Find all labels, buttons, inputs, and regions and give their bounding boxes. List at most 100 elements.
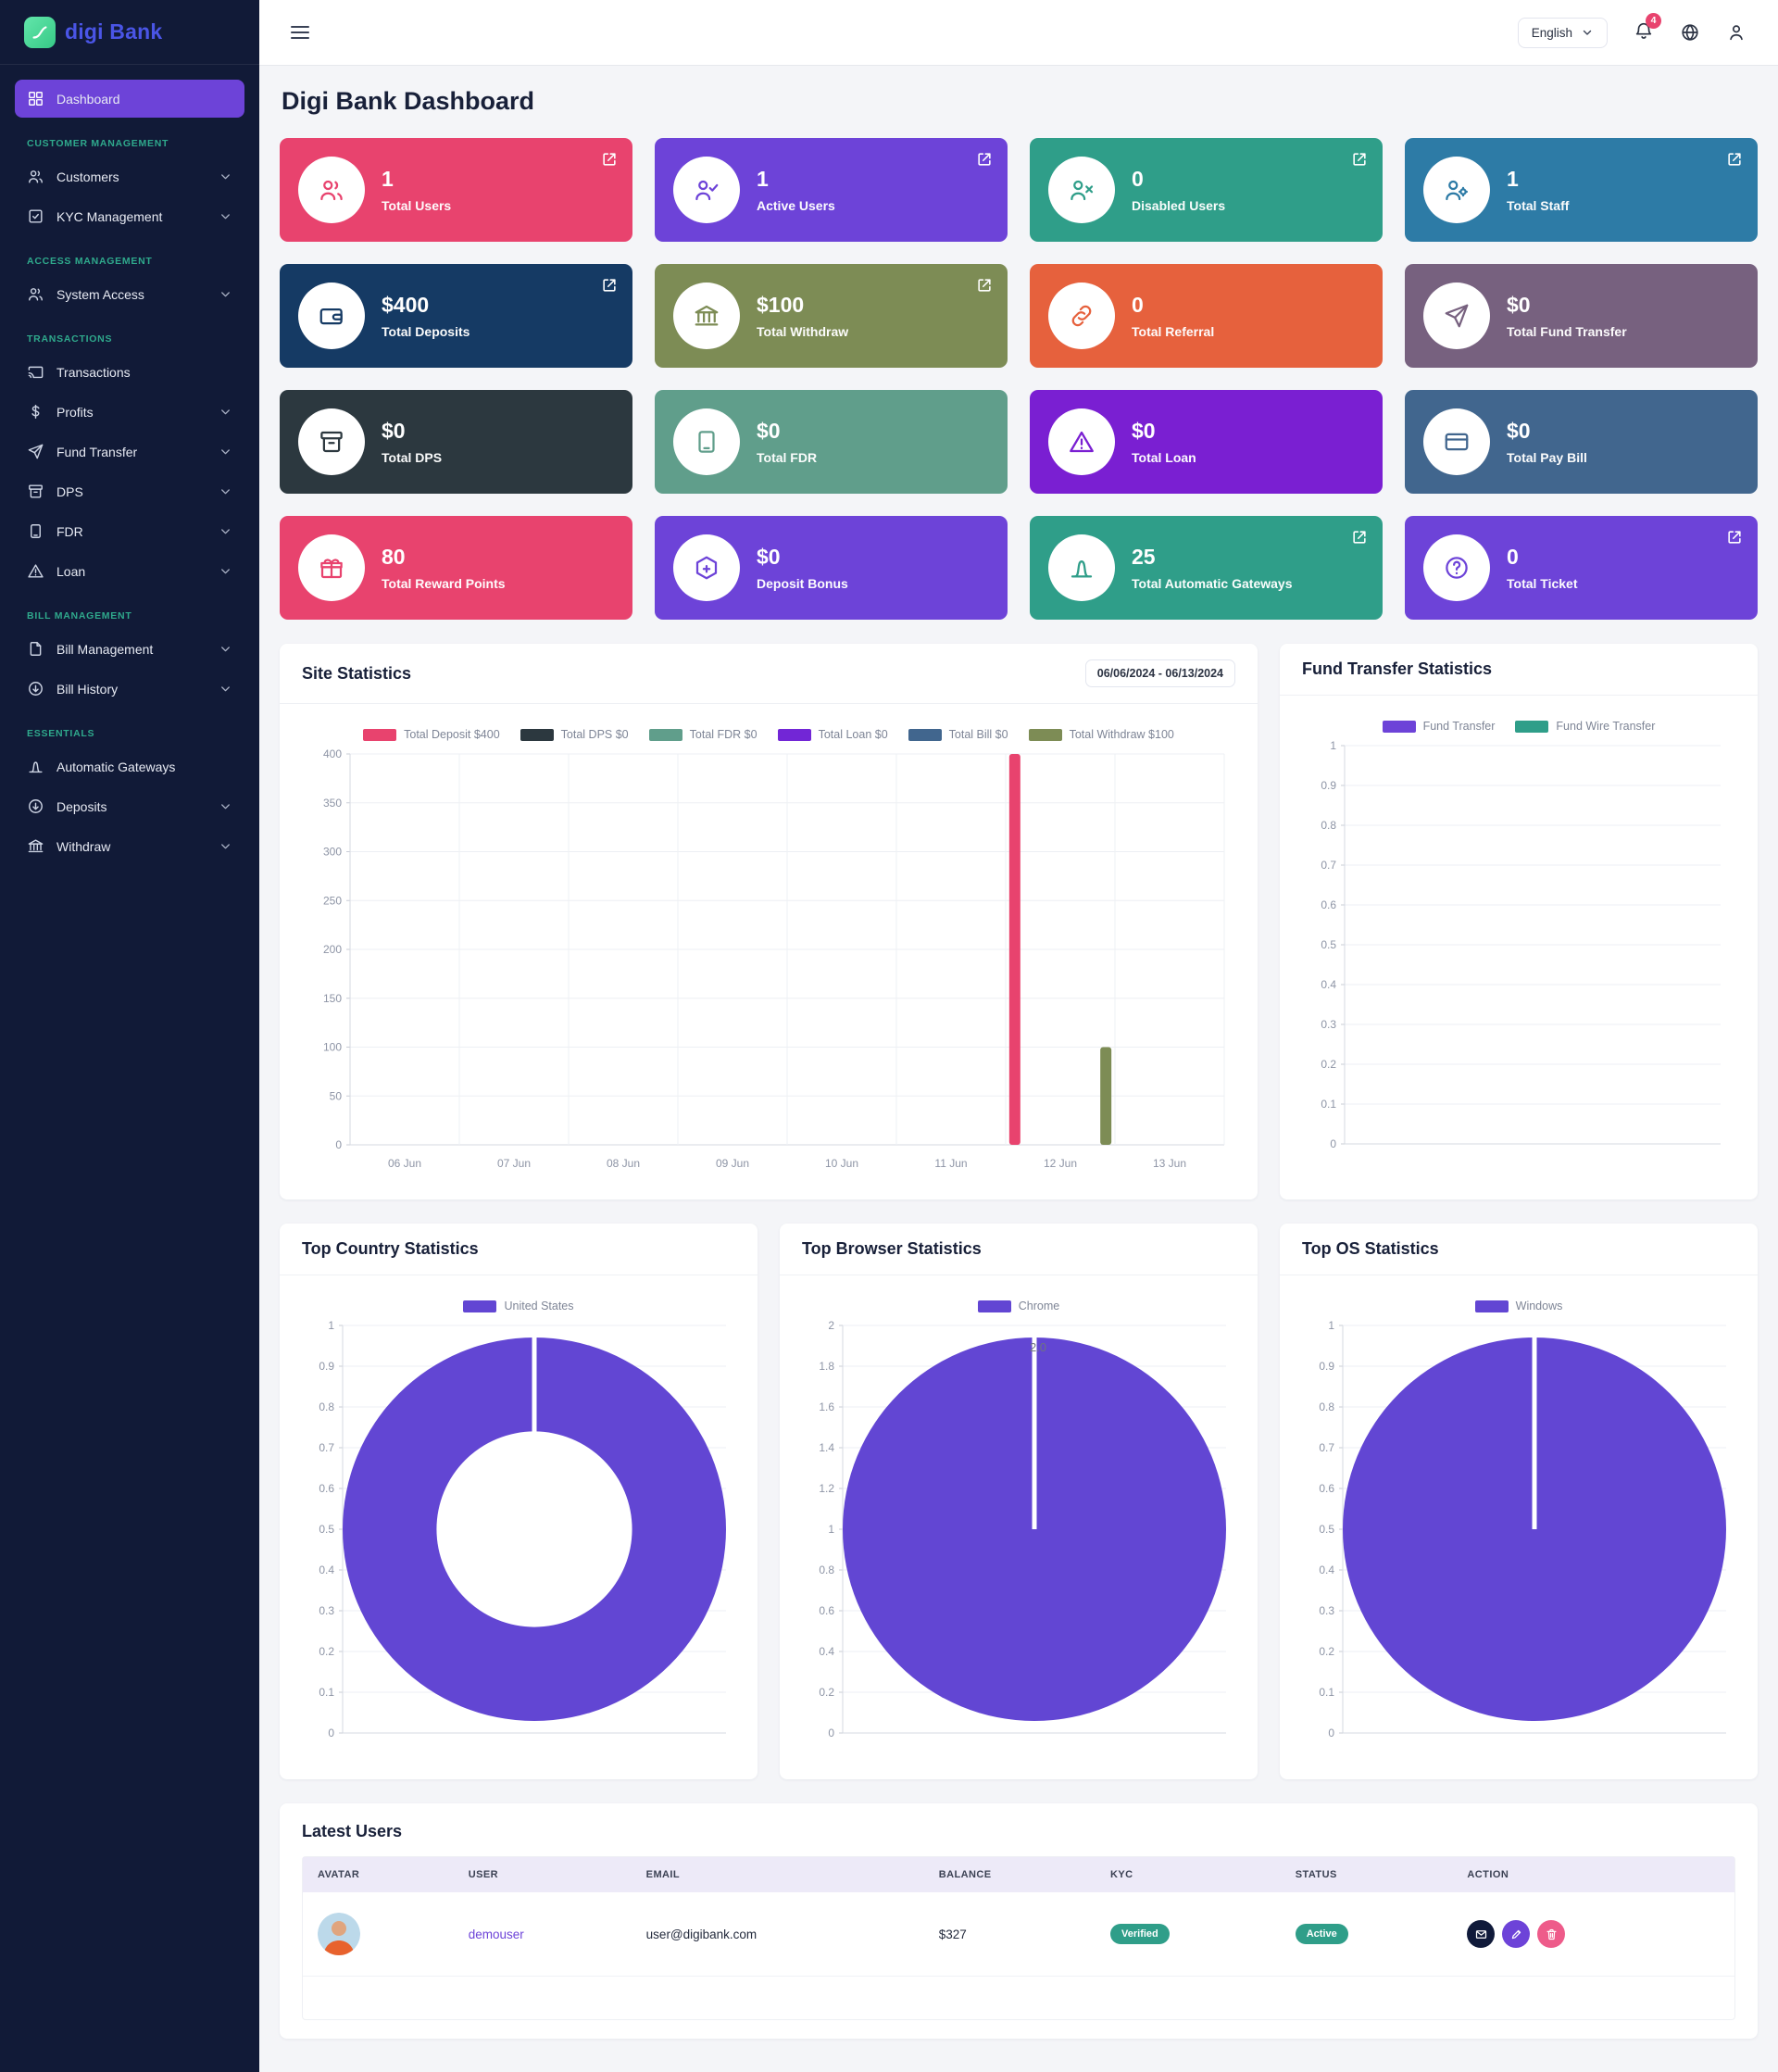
svg-text:400: 400 <box>323 747 342 760</box>
stat-card-total-fund-transfer: $0 Total Fund Transfer <box>1405 264 1758 368</box>
user-link[interactable]: demouser <box>468 1927 524 1941</box>
bank-logo-icon <box>24 16 56 48</box>
site-statistics-panel: Site Statistics 06/06/2024 - 06/13/2024 … <box>280 644 1258 1199</box>
svg-text:0.7: 0.7 <box>319 1441 334 1454</box>
sidebar-item-dashboard[interactable]: Dashboard <box>15 80 244 118</box>
sidebar-item-withdraw[interactable]: Withdraw <box>15 827 244 865</box>
stat-card-total-withdraw: $100 Total Withdraw <box>655 264 1008 368</box>
stat-card-total-loan: $0 Total Loan <box>1030 390 1383 494</box>
legend-item-fund-wire-transfer[interactable]: Fund Wire Transfer <box>1515 720 1655 733</box>
legend-item-total-loan-0[interactable]: Total Loan $0 <box>777 728 888 741</box>
sidebar-item-fund-transfer[interactable]: Fund Transfer <box>15 433 244 471</box>
legend-item-total-fdr-0[interactable]: Total FDR $0 <box>648 728 758 741</box>
pencil-action-button[interactable] <box>1502 1920 1531 1948</box>
svg-text:1: 1 <box>1328 1319 1334 1332</box>
trash-action-button[interactable] <box>1537 1920 1566 1948</box>
gateway-icon <box>1071 560 1093 578</box>
svg-text:0.9: 0.9 <box>319 1360 334 1373</box>
fund-transfer-chart: 0 0.1 0.2 0.3 0.4 0.5 0.6 0.7 0.8 0.9 1 <box>1321 739 1721 1150</box>
external-link-button[interactable] <box>1725 150 1744 169</box>
sidebar-item-profits[interactable]: Profits <box>15 393 244 431</box>
svg-text:0.2: 0.2 <box>1319 1645 1334 1658</box>
user-balance: $327 <box>923 1892 1096 1977</box>
sidebar-item-customers[interactable]: Customers <box>15 157 244 195</box>
arrow-down-circle-icon <box>29 799 43 813</box>
user-icon[interactable] <box>1726 22 1747 43</box>
stat-card-label: Total Automatic Gateways <box>1132 576 1293 591</box>
stat-card-active-users: 1 Active Users <box>655 138 1008 242</box>
stat-card-total-reward-points: 80 Total Reward Points <box>280 516 632 620</box>
svg-text:0.5: 0.5 <box>319 1523 334 1536</box>
top-country-statistics-title: Top Country Statistics <box>302 1239 479 1258</box>
stat-card-icon-circle <box>1048 157 1115 223</box>
column-header-kyc: KYC <box>1096 1857 1281 1892</box>
external-link-button[interactable] <box>975 150 994 169</box>
legend-item-chrome[interactable]: Chrome <box>977 1300 1059 1312</box>
external-link-button[interactable] <box>1350 528 1369 546</box>
bar-total-deposit-400[interactable] <box>1008 754 1020 1145</box>
stat-card-label: Total Pay Bill <box>1507 450 1587 465</box>
svg-text:0: 0 <box>828 1727 834 1739</box>
top-browser-chart: 0 0.2 0.4 0.6 0.8 1 1.2 1.4 1.6 1.8 2 2.0 <box>819 1319 1226 1739</box>
stat-card-total-pay-bill: $0 Total Pay Bill <box>1405 390 1758 494</box>
legend-item-total-deposit-400[interactable]: Total Deposit $400 <box>363 728 500 741</box>
language-selector[interactable]: English <box>1517 17 1608 48</box>
legend-item-total-dps-0[interactable]: Total DPS $0 <box>520 728 629 741</box>
date-range-picker[interactable]: 06/06/2024 - 06/13/2024 <box>1084 659 1235 687</box>
stat-card-total-automatic-gateways: 25 Total Automatic Gateways <box>1030 516 1383 620</box>
legend-item-united-states[interactable]: United States <box>463 1300 574 1312</box>
notifications-button[interactable]: 4 <box>1634 12 1661 45</box>
stat-card-total-fdr: $0 Total FDR <box>655 390 1008 494</box>
dollar-icon <box>31 405 40 419</box>
legend-item-windows[interactable]: Windows <box>1474 1300 1562 1312</box>
mail-action-button[interactable] <box>1467 1920 1496 1948</box>
sidebar-item-kyc-management[interactable]: KYC Management <box>15 197 244 235</box>
external-link-button[interactable] <box>1350 150 1369 169</box>
sidebar-item-label: Profits <box>56 404 94 420</box>
external-link-button[interactable] <box>600 276 619 295</box>
stat-card-icon-circle <box>1423 157 1490 223</box>
external-link-icon <box>1353 153 1366 166</box>
legend-label: Total FDR $0 <box>689 728 758 741</box>
external-link-button[interactable] <box>600 150 619 169</box>
stat-card-label: Total Loan <box>1132 450 1196 465</box>
stat-card-icon-circle <box>673 283 740 349</box>
bar-total-withdraw-100[interactable] <box>1100 1047 1112 1146</box>
external-link-button[interactable] <box>975 276 994 295</box>
latest-users-panel: Latest Users AVATAR USER EMAIL BALANCE KYC ST… <box>280 1803 1758 2039</box>
legend-label: United States <box>504 1300 574 1312</box>
sidebar-item-dps[interactable]: DPS <box>15 472 244 510</box>
brand-logo[interactable]: digi Bank <box>0 0 259 65</box>
legend-item-total-bill-0[interactable]: Total Bill $0 <box>908 728 1008 741</box>
column-header-status: STATUS <box>1280 1857 1453 1892</box>
svg-text:0.4: 0.4 <box>1321 978 1336 991</box>
hamburger-icon[interactable] <box>291 22 309 43</box>
svg-text:50: 50 <box>330 1089 343 1102</box>
chevron-down-icon <box>221 569 230 574</box>
stat-card-total-dps: $0 Total DPS <box>280 390 632 494</box>
avatar[interactable] <box>318 1913 360 1955</box>
stat-card-total-users: 1 Total Users <box>280 138 632 242</box>
sidebar-item-fdr[interactable]: FDR <box>15 512 244 550</box>
legend-item-total-withdraw-100[interactable]: Total Withdraw $100 <box>1028 728 1174 741</box>
globe-icon[interactable] <box>1680 22 1700 43</box>
top-country-legend: United States <box>291 1300 746 1312</box>
svg-text:0: 0 <box>335 1138 342 1151</box>
sidebar-item-system-access[interactable]: System Access <box>15 275 244 313</box>
stat-card-icon-circle <box>673 157 740 223</box>
external-link-button[interactable] <box>1725 528 1744 546</box>
stat-card-total-referral: 0 Total Referral <box>1030 264 1383 368</box>
sidebar-item-automatic-gateways[interactable]: Automatic Gateways <box>15 747 244 785</box>
legend-item-fund-transfer[interactable]: Fund Transfer <box>1382 720 1495 733</box>
sidebar-item-transactions[interactable]: Transactions <box>15 353 244 391</box>
sidebar-item-deposits[interactable]: Deposits <box>15 787 244 825</box>
sidebar-item-bill-history[interactable]: Bill History <box>15 670 244 708</box>
stat-card-label: Total Referral <box>1132 324 1215 339</box>
svg-text:1.6: 1.6 <box>819 1400 834 1413</box>
stat-card-icon-circle <box>298 408 365 475</box>
legend-label: Total Deposit $400 <box>404 728 500 741</box>
sidebar-item-loan[interactable]: Loan <box>15 552 244 590</box>
sidebar-item-bill-management[interactable]: Bill Management <box>15 630 244 668</box>
sidebar-item-label: Customers <box>56 169 119 184</box>
user-gear-icon <box>1446 180 1468 201</box>
